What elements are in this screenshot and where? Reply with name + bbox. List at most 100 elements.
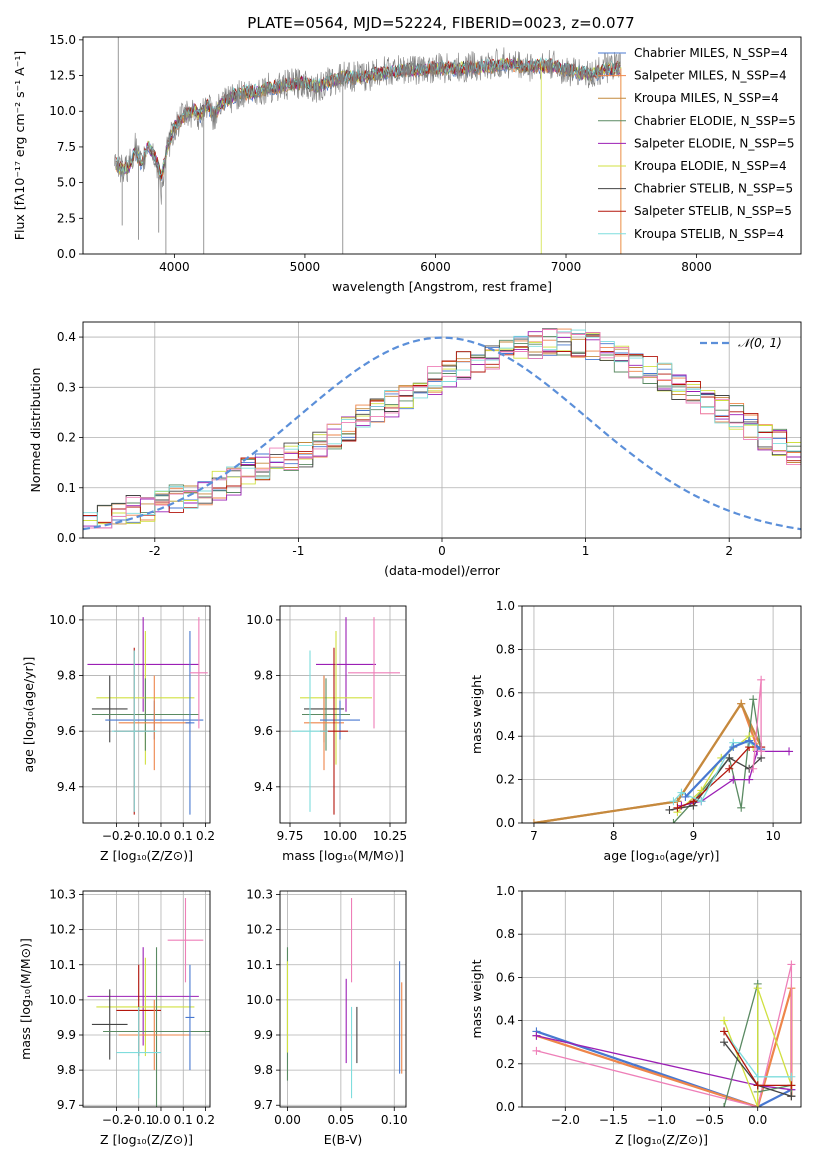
panel-age-vs-mass: 9.75 10.00 10.25 9.4 9.6 9.8 10.0 mass [log₁₀(M… — [246, 605, 407, 863]
mass-weight-marker — [745, 736, 754, 745]
panel-mass-vs-Z: −0.2−0.10.0 0.1 0.2 9.7 9.8 9.9 10.0 10.1 10.2 10… — [18, 888, 215, 1147]
mass-weight-marker — [677, 788, 686, 797]
x-tick-label: −0.2 — [102, 1113, 131, 1127]
mass-weight-marker — [749, 695, 758, 704]
mass-weight-marker — [720, 1038, 729, 1047]
mass-weight-marker — [787, 1081, 796, 1090]
x-tick-label: −1.5 — [599, 1113, 628, 1127]
mass-weight-marker — [729, 743, 738, 752]
x-tick-label: −0.1 — [124, 1113, 153, 1127]
mass-weight-marker — [729, 775, 738, 784]
x-tick-label: 0.1 — [174, 1113, 193, 1127]
mass-weight-marker — [669, 819, 678, 823]
y-tick-label: 0.4 — [496, 1014, 515, 1028]
legend-label: Chabrier MILES, N_SSP=4 — [634, 46, 788, 60]
y-axis-label: mass [log₁₀(M/M⊙)] — [18, 938, 33, 1060]
x-tick-label: 0.05 — [328, 1113, 355, 1127]
axes-frame — [279, 605, 407, 824]
x-axis-label: E(B-V) — [324, 1132, 363, 1147]
x-tick-label: 0.1 — [174, 829, 193, 843]
y-tick-label: 0.8 — [496, 642, 515, 656]
x-tick-label: 6000 — [420, 260, 451, 274]
x-tick-label: 0.2 — [196, 829, 215, 843]
mass-weight-marker — [753, 984, 762, 993]
y-tick-label: 9.6 — [254, 724, 273, 738]
x-tick-label: -1 — [292, 544, 304, 558]
y-tick-label: 0.4 — [496, 729, 515, 743]
axes-frame — [82, 605, 211, 824]
axes-frame — [82, 36, 802, 255]
axes-frame — [521, 605, 802, 824]
residual-histogram — [83, 329, 801, 529]
y-tick-label: 7.5 — [57, 140, 76, 154]
y-tick-label: 9.4 — [254, 780, 273, 794]
x-tick-label: 2 — [725, 544, 733, 558]
plot-area — [529, 675, 794, 823]
mass-weight-line — [536, 1030, 792, 1107]
x-axis-label: age [log₁₀(age/yr)] — [604, 848, 720, 863]
x-tick-label: 10 — [765, 829, 780, 843]
x-axis-label: mass [log₁₀(M/M⊙)] — [282, 848, 404, 863]
y-tick-label: 15.0 — [49, 33, 76, 47]
y-tick-label: 0.3 — [57, 380, 76, 394]
y-tick-label: 9.8 — [57, 1063, 76, 1077]
panel-massweight-vs-age: 7 8 9 10 0.0 0.2 0.4 0.6 0.8 1.0 age [log₁₀(age/yr… — [469, 599, 802, 863]
y-tick-label: 0.0 — [57, 531, 76, 545]
y-tick-label: 1.0 — [496, 599, 515, 613]
y-tick-label: 0.0 — [57, 247, 76, 261]
mass-weight-marker — [725, 764, 734, 773]
y-tick-label: 0.6 — [496, 970, 515, 984]
x-tick-label: 1 — [582, 544, 590, 558]
mass-weight-marker — [681, 792, 690, 801]
x-tick-label: 9 — [690, 829, 698, 843]
y-tick-label: 10.3 — [49, 888, 76, 902]
y-axis-label: Normed distribution — [28, 368, 43, 493]
y-axis-label: mass weight — [469, 959, 484, 1038]
x-tick-label: 10.25 — [373, 829, 407, 843]
y-axis-label: Flux [fλ10⁻¹⁷ erg cm⁻² s⁻¹ A⁻¹] — [12, 51, 27, 240]
y-tick-label: 5.0 — [57, 176, 76, 190]
y-tick-label: 9.7 — [57, 1098, 76, 1112]
mass-weight-marker — [753, 1103, 762, 1107]
plot-area — [83, 328, 801, 531]
x-tick-label: −0.1 — [124, 829, 153, 843]
panel-spectrum: 4000 5000 6000 7000 8000 0.0 2.5 5.0 7.5 10.0 12.5… — [12, 33, 802, 294]
y-tick-label: 9.8 — [254, 1063, 273, 1077]
y-tick-label: 10.0 — [49, 993, 76, 1007]
y-tick-label: 0.2 — [57, 431, 76, 445]
mass-weight-marker — [787, 960, 796, 969]
panel-massweight-vs-Z: −2.0 −1.5 −1.0 −0.5 0.0 0.0 0.2 0.4 0.6 0.8 1.0 Z [… — [469, 884, 802, 1147]
y-tick-label: 9.4 — [57, 780, 76, 794]
y-tick-label: 9.9 — [254, 1028, 273, 1042]
y-tick-label: 9.8 — [254, 669, 273, 683]
legend-label: 𝒩(0, 1) — [738, 336, 782, 350]
x-tick-label: 0.00 — [274, 1113, 301, 1127]
y-tick-label: 0.2 — [496, 773, 515, 787]
mass-weight-marker — [532, 1046, 541, 1055]
y-tick-label: 9.8 — [57, 669, 76, 683]
plot-area — [114, 37, 622, 254]
x-tick-label: −0.2 — [102, 829, 131, 843]
mass-weight-marker — [689, 797, 698, 806]
axes-frame — [279, 890, 407, 1108]
axes-frame — [521, 890, 802, 1108]
mass-weight-marker — [787, 1092, 796, 1101]
legend-label: Salpeter ELODIE, N_SSP=5 — [634, 136, 795, 150]
y-tick-label: 0.8 — [496, 927, 515, 941]
y-tick-label: 0.0 — [496, 1100, 515, 1114]
y-tick-label: 10.1 — [49, 958, 76, 972]
y-tick-label: 10.0 — [246, 993, 273, 1007]
y-tick-label: 0.2 — [496, 1057, 515, 1071]
x-tick-label: 7 — [530, 829, 538, 843]
legend-label: Kroupa ELODIE, N_SSP=4 — [634, 159, 787, 173]
mass-weight-marker — [725, 753, 734, 762]
y-tick-label: 10.0 — [49, 613, 76, 627]
axes-frame — [82, 890, 211, 1108]
mass-weight-marker — [757, 675, 766, 684]
legend-label: Salpeter STELIB, N_SSP=5 — [634, 204, 792, 218]
legend-label: Kroupa STELIB, N_SSP=4 — [634, 227, 784, 241]
panel-residuals: -2 -1 0 1 2 0.0 0.1 0.2 0.3 0.4 (data-model)/error… — [28, 321, 802, 578]
plot-area — [286, 898, 403, 1099]
panel-age-vs-Z: −0.2−0.10.0 0.1 0.2 9.4 9.6 9.8 10.0 Z [log₁₀(Z… — [21, 605, 215, 863]
